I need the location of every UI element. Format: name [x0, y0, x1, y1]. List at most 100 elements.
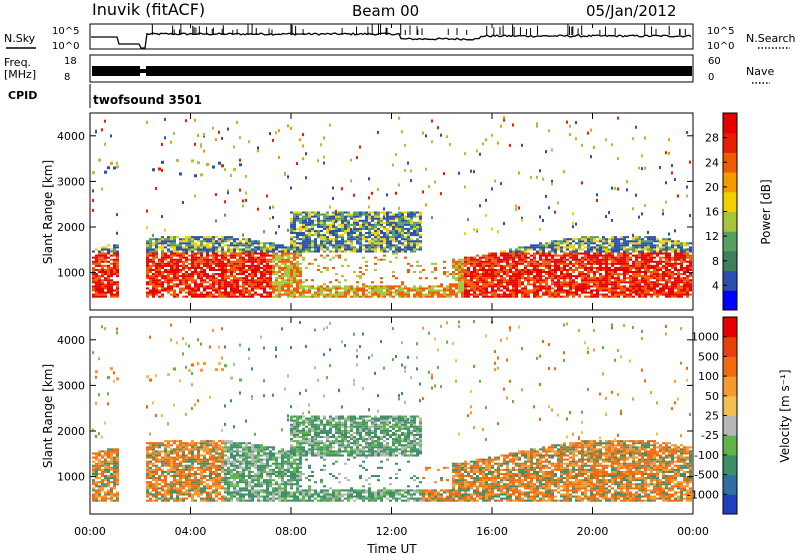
data-cell: [200, 240, 203, 243]
data-cell: [476, 149, 478, 153]
data-cell: [533, 289, 536, 292]
data-cell: [620, 260, 623, 263]
data-cell: [107, 491, 110, 494]
data-cell: [599, 246, 602, 249]
data-cell: [653, 293, 656, 296]
data-cell: [284, 173, 286, 177]
data-cell: [215, 258, 218, 261]
data-cell: [587, 252, 590, 255]
data-cell: [545, 252, 548, 255]
data-cell: [533, 268, 536, 272]
data-cell: [284, 285, 287, 288]
data-cell: [590, 250, 593, 253]
data-cell: [242, 271, 245, 274]
data-cell: [152, 291, 155, 294]
data-cell: [584, 258, 587, 261]
data-cell: [161, 260, 164, 263]
data-cell: [674, 287, 677, 290]
data-cell: [530, 268, 533, 272]
data-cell: [206, 291, 209, 294]
data-cell: [503, 277, 506, 280]
data-cell: [620, 258, 623, 261]
data-cell: [455, 273, 458, 276]
data-cell: [554, 289, 557, 292]
data-cell: [602, 260, 605, 263]
data-cell: [479, 289, 482, 292]
data-cell: [230, 293, 233, 296]
data-cell: [530, 254, 533, 257]
data-cell: [377, 231, 379, 235]
data-cell: [623, 281, 626, 284]
data-cell: [590, 281, 593, 284]
data-cell: [293, 242, 296, 245]
data-cell: [173, 240, 176, 243]
data-cell: [674, 262, 677, 265]
data-cell: [353, 236, 356, 239]
data-cell: [152, 470, 155, 473]
data-cell: [515, 287, 518, 290]
data-cell: [536, 293, 539, 296]
data-cell: [113, 254, 116, 257]
data-cell: [389, 246, 392, 249]
data-cell: [683, 248, 686, 251]
data-cell: [422, 190, 424, 194]
data-cell: [101, 268, 104, 272]
data-cell: [104, 293, 107, 296]
data-cell: [269, 246, 272, 249]
data-cell: [665, 258, 668, 261]
data-cell: [239, 256, 242, 259]
data-cell: [614, 293, 617, 296]
data-cell: [659, 289, 662, 292]
data-cell: [530, 258, 533, 261]
data-cell: [149, 264, 152, 267]
data-cell: [557, 254, 560, 257]
data-cell: [290, 281, 293, 284]
data-cell: [401, 289, 404, 292]
data-cell: [635, 277, 638, 280]
data-cell: [650, 289, 653, 292]
data-cell: [248, 256, 251, 259]
data-cell: [686, 194, 688, 198]
data-cell: [527, 248, 530, 251]
data-cell: [179, 258, 182, 261]
data-cell: [194, 260, 197, 263]
data-cell: [290, 275, 293, 278]
data-cell: [518, 256, 521, 259]
data-cell: [188, 246, 191, 249]
data-cell: [350, 287, 353, 290]
data-cell: [110, 493, 113, 496]
data-cell: [152, 242, 155, 245]
data-cell: [506, 262, 509, 265]
data-cell: [665, 252, 668, 255]
data-cell: [107, 252, 110, 255]
data-cell: [629, 283, 632, 286]
data-cell: [308, 211, 311, 214]
data-cell: [563, 275, 566, 278]
data-cell: [215, 295, 218, 298]
data-cell: [269, 250, 272, 253]
data-cell: [215, 264, 218, 267]
data-cell: [242, 262, 245, 265]
data-cell: [479, 275, 482, 278]
data-cell: [293, 273, 296, 276]
data-cell: [611, 283, 614, 286]
data-cell: [671, 248, 674, 251]
data-cell: [371, 234, 374, 237]
data-cell: [344, 221, 347, 224]
data-cell: [368, 205, 370, 209]
data-cell: [593, 258, 596, 261]
data-cell: [404, 295, 407, 298]
data-cell: [347, 238, 350, 241]
data-cell: [368, 223, 371, 226]
data-cell: [95, 262, 98, 265]
data-cell: [542, 254, 545, 257]
data-cell: [107, 244, 110, 247]
data-cell: [101, 295, 104, 298]
data-cell: [170, 256, 173, 259]
data-cell: [110, 266, 113, 269]
data-cell: [185, 258, 188, 261]
data-cell: [182, 262, 185, 265]
data-cell: [617, 260, 620, 263]
data-cell: [302, 242, 305, 245]
data-cell: [146, 477, 149, 480]
